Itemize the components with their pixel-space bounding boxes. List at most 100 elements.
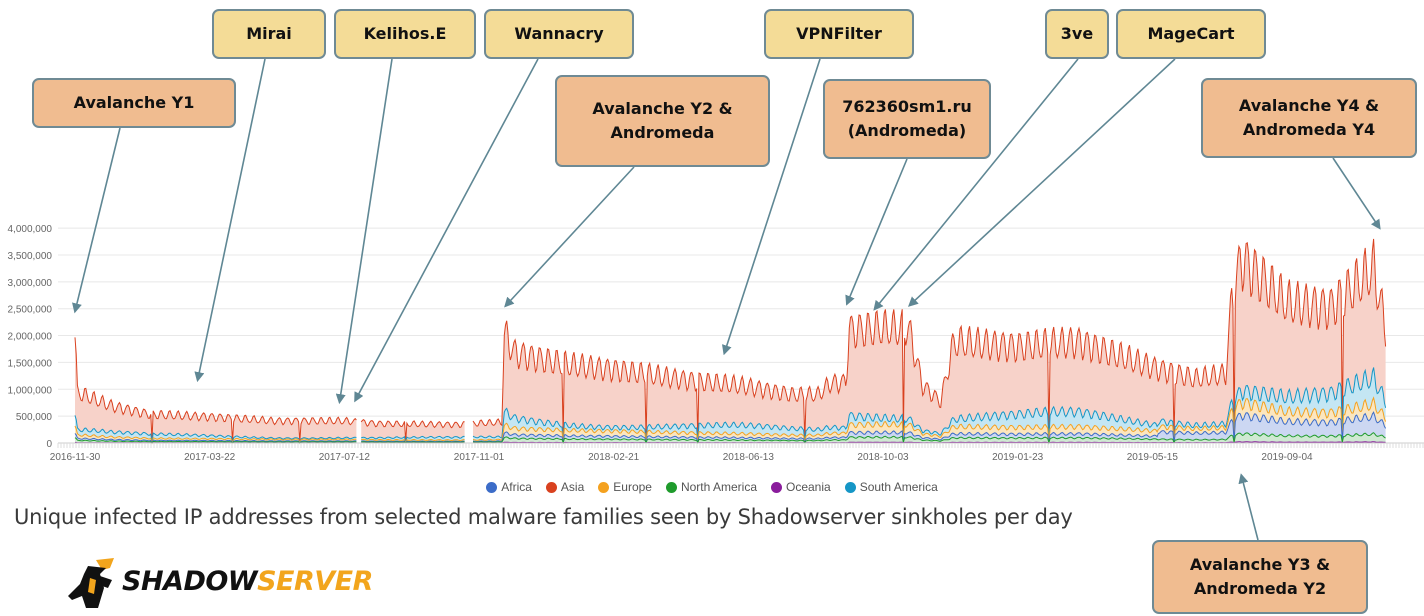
logo-text-a: SHADOW — [122, 566, 258, 597]
chart-legend: Africa Asia Europe North America Oceania… — [0, 478, 1424, 496]
y-tick-label: 1,000,000 — [8, 385, 53, 396]
annotation-label: Avalanche Y1 — [73, 93, 195, 112]
y-tick-label: 2,500,000 — [8, 305, 53, 316]
legend-item-asia[interactable]: Asia — [545, 480, 585, 494]
legend-label: South America — [859, 480, 938, 494]
annotation-arrow — [722, 58, 821, 356]
chart-caption: Unique infected IP addresses from select… — [14, 505, 1073, 529]
annotation-arrow — [873, 58, 1079, 311]
legend-label: Oceania — [786, 480, 831, 494]
annotation-wannacry: Wannacry — [484, 9, 634, 59]
annotation-avalanche-y4: Avalanche Y4 & Andromeda Y4 — [1201, 78, 1417, 158]
annotation-label: 3ve — [1060, 24, 1094, 43]
annotation-avalanche-y2: Avalanche Y2 & Andromeda — [555, 75, 770, 167]
x-tick-label: 2019-01-23 — [992, 452, 1044, 463]
series-europe-line — [74, 425, 357, 445]
x-tick-label: 2018-02-21 — [588, 452, 640, 463]
logo-text-b: SERVER — [257, 566, 373, 597]
x-tick-label: 2019-09-04 — [1261, 452, 1313, 463]
legend-item-oceania[interactable]: Oceania — [771, 480, 831, 494]
legend-dot-icon — [665, 481, 677, 493]
chart-axes: 0 500,000 1,000,000 1,500,000 2,000,000 2,500… — [8, 224, 1424, 463]
series-north-america-area — [473, 432, 1386, 443]
logo-wordmark: SHADOWSERVER — [122, 566, 373, 597]
series-europe-area — [75, 426, 357, 443]
shadowserver-logo: SHADOWSERVER — [60, 558, 373, 610]
annotation-arrow — [845, 158, 908, 306]
annotation-arrow — [1332, 157, 1381, 230]
legend-label: Europe — [613, 480, 652, 494]
y-tick-label: 0 — [46, 439, 52, 450]
annotation-arrow — [194, 58, 266, 383]
annotation-arrow — [1238, 473, 1259, 541]
x-tick-label: 2016-11-30 — [50, 452, 101, 463]
legend-label: Asia — [560, 480, 585, 494]
y-tick-label: 1,500,000 — [8, 358, 53, 369]
x-tick-label: 2018-10-03 — [857, 452, 909, 463]
annotation-label: 762360sm1.ru (Andromeda) — [842, 97, 972, 140]
series-africa-line — [74, 433, 357, 444]
series-asia-line — [472, 238, 1387, 440]
annotation-avalanche-y1: Avalanche Y1 — [32, 78, 236, 128]
series-asia-line — [360, 418, 465, 442]
annotation-label: Avalanche Y3 & Andromeda Y2 — [1189, 555, 1331, 598]
annotation-mirai: Mirai — [212, 9, 326, 59]
annotation-label: Kelihos.E — [363, 24, 447, 43]
legend-item-africa[interactable]: Africa — [486, 480, 532, 494]
x-tick-label: 2017-11-01 — [454, 452, 505, 463]
series-africa-line — [472, 411, 1387, 445]
series-asia-line — [74, 337, 357, 442]
x-tick-label: 2018-06-13 — [723, 452, 775, 463]
x-tick-label: 2017-03-22 — [184, 452, 236, 463]
y-tick-label: 500,000 — [16, 412, 53, 423]
legend-item-south-america[interactable]: South America — [844, 480, 938, 494]
annotation-label: Avalanche Y2 & Andromeda — [592, 99, 733, 142]
annotation-label: Mirai — [246, 24, 292, 43]
annotation-magecart: MageCart — [1116, 9, 1266, 59]
legend-label: Africa — [501, 480, 532, 494]
y-tick-label: 3,500,000 — [8, 251, 53, 262]
series-north-america-line — [74, 437, 357, 444]
legend-item-north-america[interactable]: North America — [665, 480, 757, 494]
series-europe-line — [361, 438, 465, 445]
legend-dot-icon — [545, 481, 557, 493]
legend-dot-icon — [486, 481, 498, 493]
series-north-america-line — [361, 441, 465, 444]
legend-label: North America — [680, 480, 757, 494]
annotation-andromeda-domain: 762360sm1.ru (Andromeda) — [823, 79, 991, 159]
annotation-avalanche-y3: Avalanche Y3 & Andromeda Y2 — [1152, 540, 1368, 614]
legend-item-europe[interactable]: Europe — [598, 480, 652, 494]
series-north-america-line — [472, 432, 1386, 445]
series-south-america-line — [361, 435, 465, 443]
x-tick-label: 2017-07-12 — [319, 452, 371, 463]
legend-dot-icon — [598, 481, 610, 493]
annotation-kelihos: Kelihos.E — [334, 9, 476, 59]
series-asia-area — [473, 238, 1386, 442]
chart-series — [74, 238, 1387, 445]
legend-dot-icon — [844, 481, 856, 493]
y-tick-label: 3,000,000 — [8, 278, 53, 289]
series-south-america-area — [75, 415, 357, 443]
y-tick-label: 2,000,000 — [8, 332, 53, 343]
annotation-label: Avalanche Y4 & Andromeda Y4 — [1238, 96, 1380, 139]
annotation-label: Wannacry — [514, 24, 604, 43]
x-tick-label: 2019-05-15 — [1127, 452, 1179, 463]
annotation-3ve: 3ve — [1045, 9, 1109, 59]
series-asia-area — [75, 337, 357, 443]
legend-dot-icon — [771, 481, 782, 493]
annotation-arrow — [335, 58, 393, 405]
annotation-arrow — [354, 58, 539, 403]
series-south-america-line — [74, 415, 357, 445]
y-tick-label: 4,000,000 — [8, 224, 53, 235]
annotation-label: MageCart — [1147, 24, 1235, 43]
annotation-arrow — [72, 127, 121, 314]
spy-figure-icon — [68, 558, 114, 608]
annotation-arrow — [907, 58, 1176, 307]
annotation-vpnfilter: VPNFilter — [764, 9, 914, 59]
series-africa-line — [361, 440, 465, 444]
chart-grid — [58, 227, 1424, 444]
series-asia-area — [361, 419, 465, 443]
annotation-label: VPNFilter — [796, 24, 882, 43]
annotation-arrows — [72, 58, 1381, 541]
